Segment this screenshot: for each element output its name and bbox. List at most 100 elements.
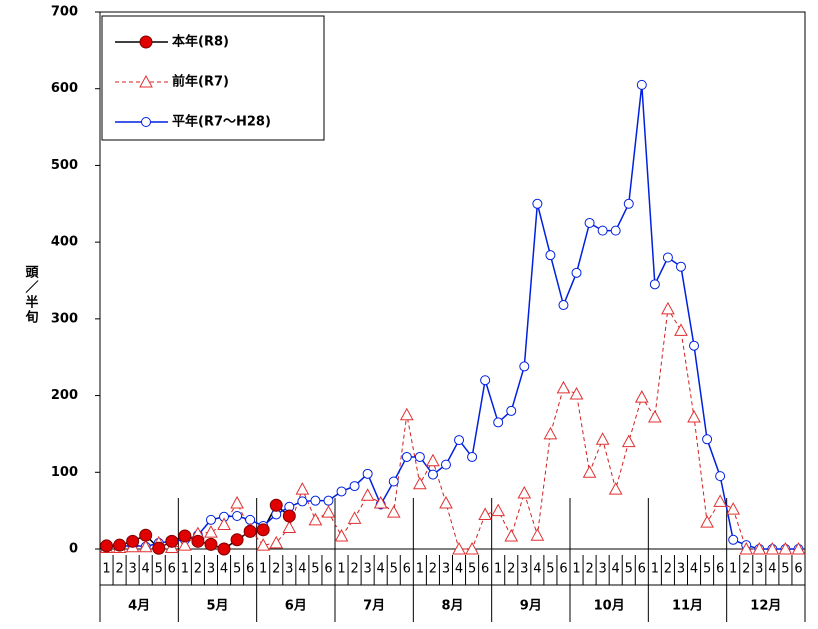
marker (491, 503, 506, 517)
marker (530, 528, 545, 541)
legend-label: 前年(R7) (172, 74, 229, 90)
marker (543, 426, 558, 440)
plot-frame (99, 11, 806, 550)
x-tick-label: 1 (494, 562, 502, 577)
marker (778, 541, 793, 555)
y-tick-label: 600 (51, 81, 78, 96)
marker (178, 538, 192, 551)
legend-label: 本年(R8) (172, 34, 229, 50)
x-tick-label: 5 (781, 562, 789, 577)
marker (728, 534, 739, 545)
y-tick-label: 500 (51, 158, 78, 173)
marker (269, 498, 283, 512)
marker (310, 495, 321, 506)
marker (282, 509, 296, 523)
y-tick-label: 0 (69, 542, 78, 557)
marker (414, 451, 425, 462)
marker (401, 451, 412, 462)
marker (700, 515, 714, 528)
month-label: 5月 (206, 599, 228, 614)
marker (569, 386, 584, 400)
marker (648, 410, 662, 423)
x-tick-label: 3 (285, 562, 293, 577)
x-tick-label: 5 (390, 562, 398, 577)
marker (360, 488, 375, 501)
marker (427, 469, 438, 480)
x-tick-label: 4 (768, 562, 776, 577)
marker (217, 517, 231, 530)
y-tick-label: 400 (51, 235, 78, 250)
marker (243, 524, 257, 538)
marker (662, 252, 673, 263)
marker (465, 541, 479, 555)
marker (191, 534, 205, 548)
x-tick-label: 1 (572, 562, 580, 577)
x-tick-label: 6 (638, 562, 646, 577)
marker (399, 407, 414, 421)
marker (478, 507, 492, 520)
marker (649, 279, 660, 290)
marker (532, 198, 543, 209)
x-tick-label: 4 (298, 562, 306, 577)
x-tick-label: 4 (142, 562, 150, 577)
marker (256, 523, 270, 537)
marker (791, 541, 806, 555)
x-tick-label: 2 (350, 562, 358, 577)
marker (308, 512, 323, 526)
x-tick-label: 6 (559, 562, 567, 577)
marker (571, 267, 582, 278)
x-tick-label: 2 (272, 562, 280, 577)
marker (702, 434, 713, 445)
x-tick-label: 2 (429, 562, 437, 577)
marker (675, 261, 686, 272)
marker (336, 486, 347, 497)
marker (765, 541, 780, 555)
marker (556, 380, 571, 394)
marker (230, 495, 244, 509)
marker (204, 537, 218, 551)
month-label: 4月 (128, 599, 150, 614)
x-tick-label: 5 (233, 562, 241, 577)
x-tick-label: 1 (181, 562, 189, 577)
marker (674, 323, 688, 336)
x-tick-label: 4 (533, 562, 541, 577)
y-tick-label: 100 (51, 465, 78, 480)
marker (152, 541, 166, 555)
x-tick-label: 2 (507, 562, 515, 577)
y-tick-label: 300 (51, 311, 78, 326)
x-tick-label: 3 (128, 562, 136, 577)
x-tick-label: 2 (664, 562, 672, 577)
marker (217, 542, 231, 556)
x-tick-label: 3 (677, 562, 685, 577)
marker (362, 468, 373, 479)
month-label: 9月 (520, 599, 542, 614)
marker (126, 534, 140, 548)
y-tick-label: 200 (51, 388, 78, 403)
marker (545, 250, 556, 261)
legend-box (101, 15, 325, 141)
marker (113, 538, 127, 552)
marker (713, 494, 727, 507)
x-tick-label: 2 (585, 562, 593, 577)
marker (282, 520, 297, 534)
marker (100, 539, 114, 553)
legend-marker (141, 117, 151, 127)
marker (440, 459, 451, 470)
marker (608, 482, 623, 495)
marker (595, 432, 610, 445)
marker (138, 539, 153, 553)
x-tick-label: 1 (102, 562, 110, 577)
x-tick-label: 6 (403, 562, 411, 577)
marker (517, 485, 532, 499)
x-tick-label: 3 (363, 562, 371, 577)
marker (323, 495, 334, 506)
marker (204, 525, 218, 538)
x-tick-label: 3 (520, 562, 528, 577)
marker (558, 300, 569, 311)
marker (388, 476, 399, 487)
x-tick-label: 2 (194, 562, 202, 577)
marker (584, 217, 595, 228)
marker (426, 453, 440, 467)
x-tick-label: 6 (168, 562, 176, 577)
marker (321, 505, 336, 518)
